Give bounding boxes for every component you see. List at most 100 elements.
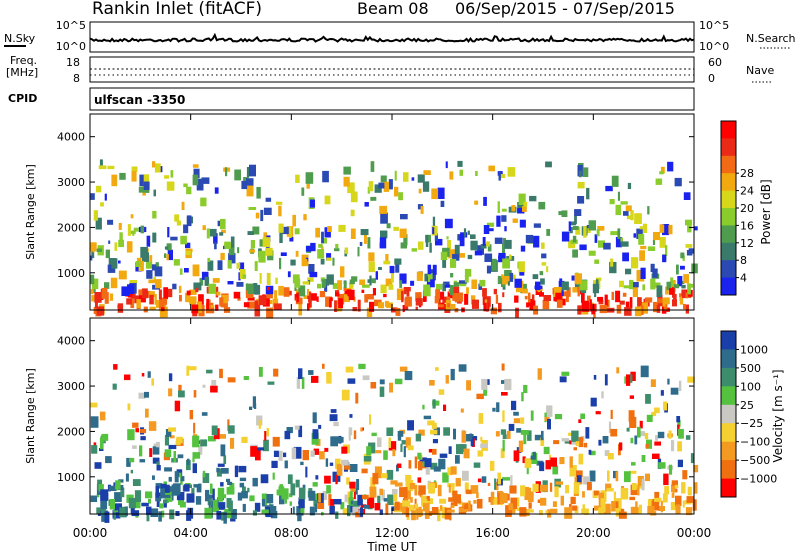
range-cell: [352, 307, 358, 312]
range-cell: [145, 261, 152, 269]
range-cell: [195, 496, 202, 505]
range-cell: [388, 284, 394, 290]
range-cell: [445, 161, 448, 169]
range-cell: [598, 299, 604, 305]
range-cell: [613, 491, 616, 504]
range-cell: [466, 380, 471, 391]
range-cell: [216, 468, 222, 477]
range-cell: [160, 488, 165, 499]
range-cell: [324, 227, 331, 238]
range-cell: [300, 508, 305, 513]
range-cell: [355, 392, 359, 404]
range-cell: [440, 200, 445, 207]
range-cell: [230, 437, 235, 449]
range-cell: [685, 435, 691, 440]
range-cell: [313, 448, 320, 455]
range-cell: [523, 433, 527, 445]
range-cell: [369, 486, 377, 498]
colorbar-swatch: [721, 173, 736, 192]
range-cell: [155, 486, 159, 498]
range-cell: [318, 244, 323, 248]
range-cell: [425, 235, 429, 247]
range-cell: [608, 421, 612, 433]
range-cell: [117, 303, 124, 313]
range-cell: [105, 249, 110, 259]
range-cell: [344, 289, 352, 295]
range-cell: [275, 277, 278, 284]
range-cell: [437, 509, 441, 522]
cpid-label: CPID: [8, 92, 37, 105]
colorbar-swatch: [721, 121, 736, 139]
range-cell: [594, 286, 597, 298]
range-cell: [379, 379, 385, 385]
range-cell: [429, 380, 435, 386]
colorbar-tick-label: 25: [740, 399, 754, 412]
range-cell: [630, 437, 634, 444]
range-cell: [130, 214, 134, 219]
range-cell: [298, 487, 306, 500]
range-cell: [542, 300, 550, 310]
range-cell: [495, 481, 499, 491]
range-cell: [606, 488, 614, 492]
range-cell: [593, 505, 602, 511]
range-cell: [509, 272, 514, 282]
range-cell: [192, 264, 200, 277]
range-cell: [349, 464, 358, 472]
range-cell: [520, 485, 526, 497]
range-cell: [541, 253, 547, 259]
range-cell: [90, 289, 94, 295]
range-cell: [93, 442, 97, 447]
range-cell: [502, 258, 510, 269]
range-cell: [143, 174, 149, 185]
range-cell: [319, 291, 326, 298]
range-cell: [478, 283, 483, 290]
range-cell: [94, 462, 102, 469]
range-cell: [193, 484, 200, 488]
range-cell: [494, 478, 497, 490]
range-cell: [396, 463, 402, 468]
range-cell: [176, 436, 183, 444]
range-cell: [468, 500, 471, 511]
range-cell: [605, 185, 613, 192]
range-cell: [168, 427, 176, 432]
range-cell: [470, 234, 476, 239]
range-cell: [653, 232, 660, 241]
range-cell: [417, 477, 422, 483]
range-cell: [683, 274, 689, 284]
range-cell: [279, 257, 282, 270]
range-cell: [619, 300, 625, 305]
range-cell: [502, 292, 505, 298]
range-cell: [623, 211, 629, 216]
range-cell: [360, 229, 369, 236]
range-cell: [690, 283, 694, 288]
range-cell: [613, 470, 618, 479]
range-cell: [152, 210, 157, 219]
range-cell: [113, 364, 118, 370]
range-cell: [336, 463, 343, 476]
range-cell: [637, 426, 641, 438]
range-cell: [338, 298, 343, 309]
range-cell: [451, 484, 455, 496]
range-cell: [635, 485, 644, 489]
range-cell: [238, 465, 247, 473]
range-cell: [595, 279, 599, 287]
range-cell: [430, 429, 438, 435]
range-cell: [568, 240, 576, 249]
range-cell: [258, 420, 261, 429]
range-cell: [482, 288, 487, 297]
range-cell: [634, 306, 642, 317]
range-cell: [681, 292, 688, 299]
range-cell: [618, 442, 623, 451]
range-cell: [107, 165, 115, 170]
range-cell: [266, 307, 274, 319]
range-cell: [335, 474, 338, 485]
range-cell: [178, 384, 182, 396]
range-cell: [495, 294, 499, 304]
range-cell: [152, 446, 160, 455]
range-cell: [629, 395, 634, 399]
range-cell: [522, 456, 526, 464]
range-cell: [527, 430, 532, 441]
range-cell: [217, 260, 223, 270]
range-cell: [546, 266, 549, 273]
range-cell: [90, 274, 95, 285]
